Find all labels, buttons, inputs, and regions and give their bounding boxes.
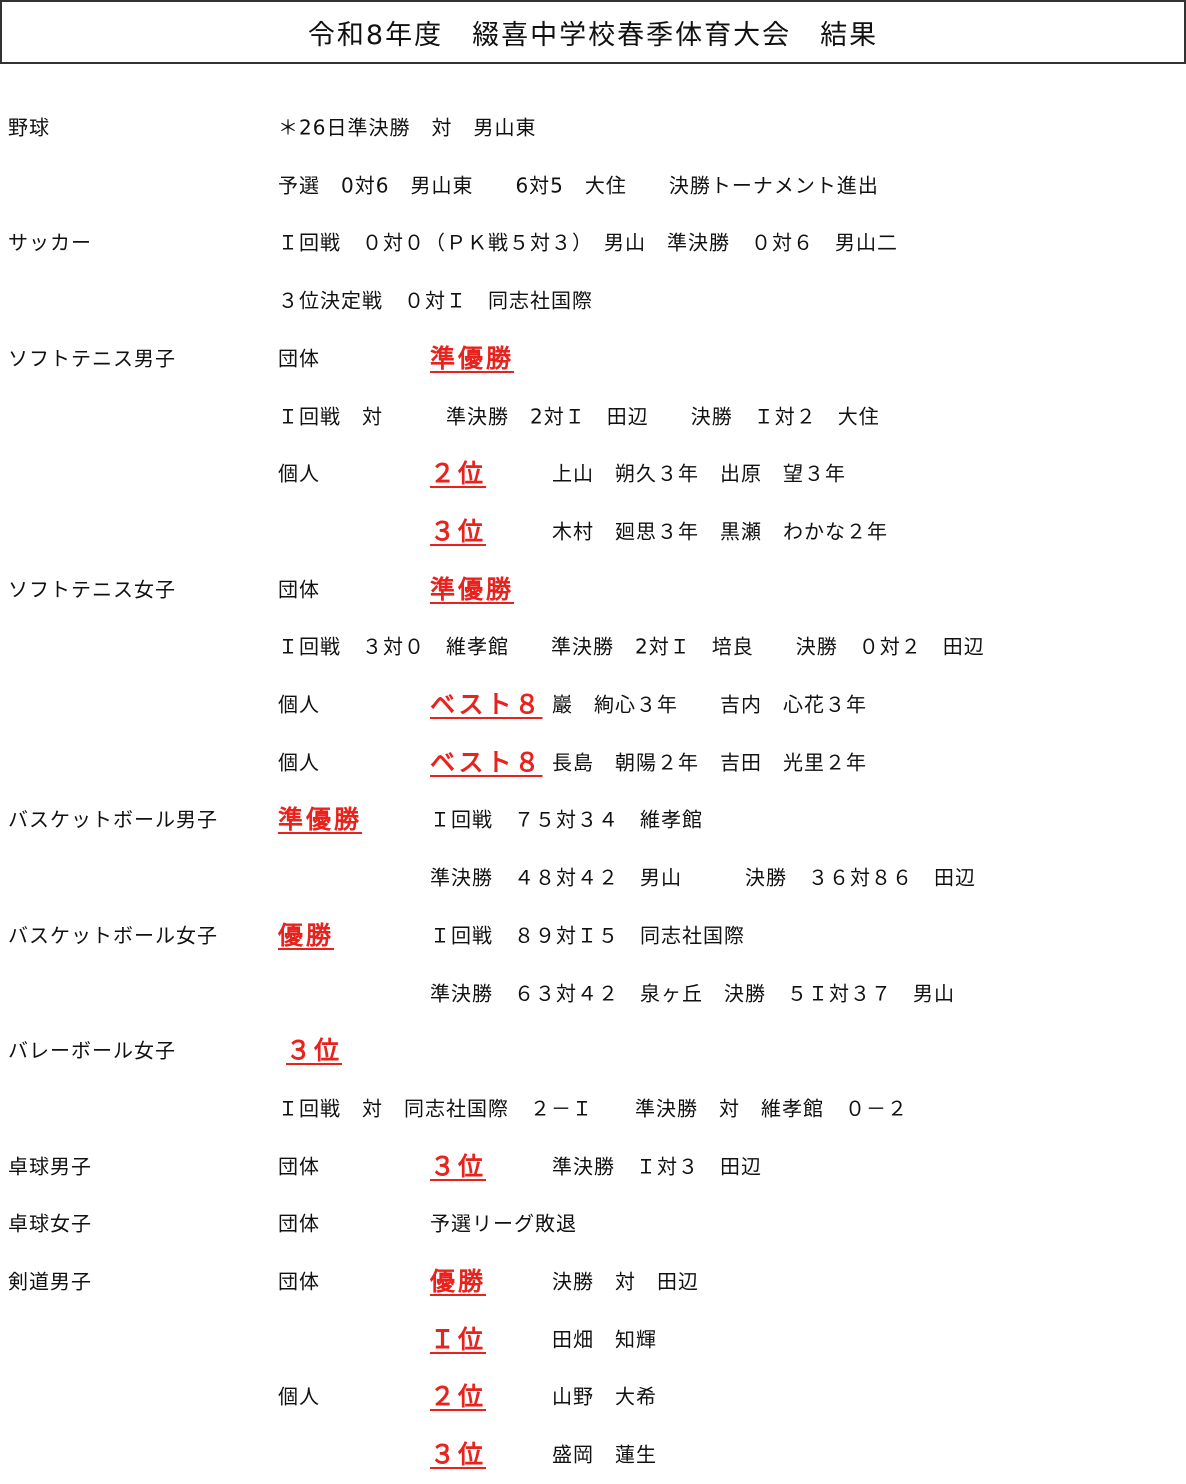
result-text: 巖 絢心３年 吉内 心花３年 — [552, 692, 867, 717]
result-text: 山野 大希 — [552, 1384, 657, 1409]
result-highlight: 準優勝 — [430, 343, 515, 373]
result-text: 準決勝 ６３対４２ 泉ヶ丘 決勝 ５Ｉ対３７ 男山 — [430, 981, 955, 1005]
event-name: 卓球男子 — [8, 1154, 92, 1179]
event-name: ソフトテニス女子 — [8, 577, 176, 602]
result-text: Ｉ回戦 ０対０（ＰＫ戦５対３） 男山 準決勝 ０対６ 男山二 — [278, 230, 898, 255]
result-highlight: ３位 — [430, 1440, 487, 1470]
result-text: 個人 — [278, 750, 320, 775]
result-text: 個人 — [278, 692, 320, 717]
result-highlight: ３位 — [430, 516, 487, 546]
result-text: 団体 — [278, 1269, 320, 1294]
event-name: サッカー — [8, 230, 92, 255]
result-text: Ｉ回戦 対 同志社国際 ２－Ｉ 準決勝 対 維孝館 ０－２ — [278, 1096, 908, 1121]
result-text: 長島 朝陽２年 吉田 光里２年 — [552, 750, 867, 775]
result-text: 上山 朔久３年 出原 望３年 — [552, 461, 846, 486]
event-name: ソフトテニス男子 — [8, 346, 176, 371]
result-highlight: 優勝 — [430, 1267, 487, 1296]
result-text: 団体 — [278, 346, 320, 371]
result-highlight: ３位 — [430, 1151, 487, 1181]
result-text: ＊26日準決勝 対 男山東 — [278, 115, 537, 140]
result-highlight: Ｉ位 — [430, 1324, 487, 1354]
result-text: Ｉ回戦 対 準決勝 2対Ｉ 田辺 決勝 Ｉ対２ 大住 — [278, 404, 880, 428]
result-highlight: 準優勝 — [278, 805, 363, 835]
result-text: 予選 0対6 男山東 6対5 大住 決勝トーナメント進出 — [278, 173, 879, 198]
title: 令和8年度 綴喜中学校春季体育大会 結果 — [0, 0, 1186, 64]
result-text: 個人 — [278, 1384, 320, 1409]
result-text: 盛岡 蓮生 — [552, 1442, 657, 1467]
result-text: 決勝 対 田辺 — [552, 1269, 699, 1294]
event-name: バスケットボール女子 — [8, 923, 218, 948]
result-text: Ｉ回戦 ３対０ 維孝館 準決勝 2対Ｉ 培良 決勝 ０対２ 田辺 — [278, 634, 985, 659]
result-highlight: ３位 — [286, 1036, 343, 1066]
result-text: Ｉ回戦 ７５対３４ 維孝館 — [430, 807, 703, 832]
event-name: 卓球女子 — [8, 1211, 92, 1236]
result-text: 団体 — [278, 1154, 320, 1179]
result-highlight: ２位 — [430, 1382, 487, 1412]
event-name: バレーボール女子 — [8, 1038, 176, 1063]
event-name: 野球 — [8, 115, 50, 140]
result-highlight: 優勝 — [278, 920, 335, 950]
result-text: 準決勝 Ｉ対３ 田辺 — [552, 1154, 762, 1179]
result-text: 木村 廻思３年 黒瀬 わかな２年 — [552, 519, 888, 544]
result-text: Ｉ回戦 ８９対Ｉ５ 同志社国際 — [430, 923, 745, 948]
result-highlight: ２位 — [430, 459, 487, 489]
result-highlight: ベスト８ — [430, 747, 543, 777]
result-text: 個人 — [278, 461, 320, 486]
result-text: 準決勝 ４８対４２ 男山 決勝 ３６対８６ 田辺 — [430, 865, 976, 890]
result-highlight: 準優勝 — [430, 574, 515, 604]
result-text: 団体 — [278, 577, 320, 602]
result-text: 団体 — [278, 1211, 320, 1236]
result-text: 田畑 知輝 — [552, 1327, 657, 1352]
result-text: 予選リーグ敗退 — [430, 1211, 577, 1236]
event-name: 剣道男子 — [8, 1269, 92, 1294]
event-name: バスケットボール男子 — [8, 807, 218, 832]
result-highlight: ベスト８ — [430, 690, 543, 719]
result-text: ３位決定戦 ０対Ｉ 同志社国際 — [278, 288, 593, 313]
